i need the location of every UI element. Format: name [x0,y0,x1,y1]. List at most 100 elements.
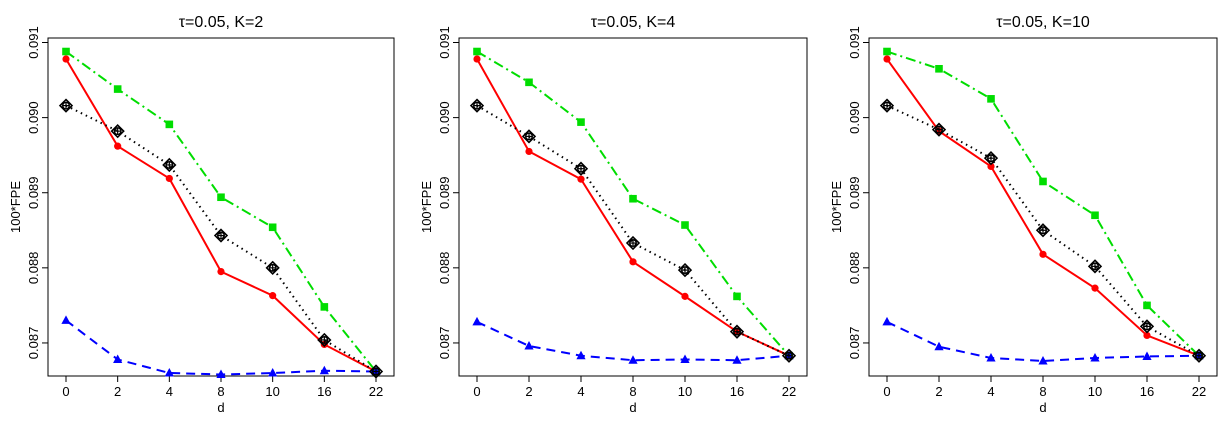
x-tick-label: 4 [577,384,584,399]
data-point-triangle [319,365,329,375]
series-line-square [476,50,790,357]
diamond-outline [625,235,641,251]
data-point-circle [114,142,122,150]
data-point-triangle [732,355,742,364]
x-tick-label: 22 [369,384,383,399]
y-tick-label: 0.090 [26,101,41,134]
data-point-circle [1091,284,1099,292]
diamond-outline [677,262,693,278]
y-tick-label: 0.087 [26,327,41,360]
x-axis-label: d [217,400,224,415]
x-tick-label: 22 [1192,384,1206,399]
x-tick-label: 16 [317,384,331,399]
x-tick-label: 10 [265,384,279,399]
data-point-diamond [162,157,177,173]
x-tick-label: 8 [1039,384,1046,399]
diamond-outline [1139,319,1155,334]
x-tick-label: 4 [166,384,173,399]
y-tick-label: 0.091 [847,26,862,59]
diamond-outline [521,129,537,144]
data-point-diamond [983,151,999,166]
series-square [62,47,380,376]
series-line-circle [65,58,377,373]
data-point-triangle [216,369,226,378]
data-point-square [1143,301,1151,310]
diamond-outline [469,98,485,113]
chart-title: τ=0.05, K=10 [996,14,1090,31]
data-point-diamond [879,98,895,113]
data-point-circle [629,258,637,266]
x-tick-label: 10 [1088,384,1102,399]
chart-panel-3: τ=0.05, K=10 0 2 4 8 10 16 22 d 0.087 0.088 0.089 0.… [829,14,1218,415]
diamond-outline [781,348,797,363]
x-tick-label: 16 [730,384,744,399]
x-tick-label: 0 [473,384,480,399]
x-tick-label: 22 [782,384,796,399]
data-point-square [577,118,585,126]
series-circle [62,55,380,376]
data-point-triangle [934,341,944,351]
diamond-outline [317,332,332,348]
chart-title: τ=0.05, K=2 [179,14,264,31]
diamond-outline [573,161,589,176]
x-tick-label: 4 [987,384,994,399]
data-point-square [473,47,481,56]
y-tick-label: 0.088 [26,252,41,285]
data-point-triangle [1142,351,1152,360]
data-point-diamond [729,324,745,339]
data-point-diamond [1139,319,1155,334]
data-point-triangle [882,316,892,326]
data-point-circle [1039,250,1047,258]
data-point-diamond [573,161,589,176]
y-tick-label: 0.090 [847,101,862,134]
data-point-circle [987,162,995,171]
diamond-outline [58,98,74,113]
y-axis-label: 100*FPE [8,181,23,233]
data-point-diamond [677,262,693,278]
data-point-circle [269,292,277,300]
data-point-square [320,303,329,311]
y-tick-label: 0.089 [847,176,862,209]
y-tick-label: 0.088 [437,252,452,285]
data-point-triangle [472,316,482,326]
data-point-triangle [680,354,690,363]
y-axis-label: 100*FPE [829,181,844,233]
diamond-outline [983,151,999,166]
data-point-diamond [213,228,229,243]
data-point-triangle [524,340,534,350]
x-tick-label: 0 [62,384,69,399]
data-point-square [1039,177,1047,186]
data-point-diamond [781,348,797,363]
x-tick-label: 0 [883,384,890,399]
data-point-triangle [576,350,586,360]
data-point-diamond [521,129,537,144]
series-line-triangle [476,321,790,362]
plot-frame [868,37,1218,377]
series-triangle [61,315,381,378]
data-point-circle [165,174,173,183]
plot-frame [458,37,808,377]
diamond-outline [368,364,384,379]
chart-panel-1: τ=0.05, K=2 0 2 4 8 10 16 22 d 0.087 0.088 0.089 0.0… [8,14,395,415]
y-tick-label: 0.091 [437,26,452,59]
series-line-square [886,50,1200,357]
y-tick-label: 0.089 [26,176,41,209]
data-point-square [733,292,741,301]
y-tick-label: 0.090 [437,101,452,134]
x-tick-label: 10 [678,384,692,399]
data-point-circle [473,55,481,63]
x-tick-label: 2 [525,384,532,399]
x-tick-label: 16 [1140,384,1154,399]
y-tick-label: 0.087 [847,327,862,360]
data-point-triangle [268,367,278,377]
diamond-outline [1087,259,1103,274]
data-point-triangle [113,354,123,363]
chart-panel-2: τ=0.05, K=4 0 2 4 8 10 16 22 d 0.087 0.088 0.089 0.0… [419,14,808,415]
data-point-circle [62,55,70,63]
series-diamond [879,98,1207,363]
diamond-outline [1191,348,1207,363]
data-point-diamond [368,364,384,379]
data-point-circle [217,267,225,276]
x-tick-label: 2 [935,384,942,399]
data-point-circle [681,292,689,300]
